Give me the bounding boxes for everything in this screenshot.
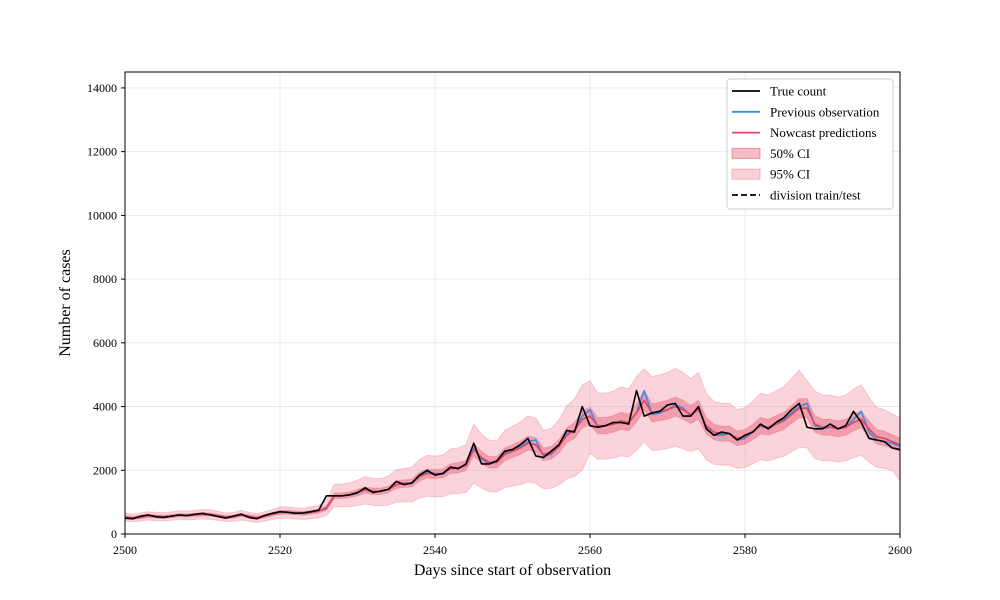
legend-label: Nowcast predictions [770, 125, 877, 140]
series-group [124, 389, 901, 520]
legend-label: True count [770, 84, 827, 99]
ticks: 2500 2520 2540 2560 2580 2600 0 2000 4000 6000 800… [87, 81, 912, 557]
y-tick-label: 8000 [93, 272, 117, 286]
y-tick-label: 12000 [87, 145, 117, 159]
x-tick-label: 2560 [578, 543, 602, 557]
y-tick-label: 10000 [87, 208, 117, 222]
legend-swatch-band [731, 147, 761, 159]
legend-entry: Previous observation [732, 104, 880, 119]
x-tick-label: 2520 [268, 543, 292, 557]
legend-entry: Nowcast predictions [732, 125, 877, 140]
plot-frame [124, 71, 901, 535]
y-tick-label: 0 [111, 527, 117, 541]
legend-entry: True count [732, 84, 827, 99]
y-axis-label: Number of cases [57, 249, 74, 357]
legend-swatch-band [731, 168, 761, 180]
legend-entry: division train/test [732, 188, 861, 203]
x-tick-label: 2500 [113, 543, 137, 557]
legend-label: 50% CI [770, 146, 810, 161]
legend: True count Previous observation Nowcast pr… [726, 78, 894, 210]
legend-box [726, 78, 894, 210]
y-tick-label: 2000 [93, 463, 117, 477]
legend-entry: 95% CI [731, 167, 810, 182]
x-tick-label: 2580 [733, 543, 757, 557]
legend-label: Previous observation [770, 104, 880, 119]
y-tick-label: 6000 [93, 336, 117, 350]
legend-label: 95% CI [770, 167, 810, 182]
x-tick-label: 2600 [888, 543, 912, 557]
legend-entry: 50% CI [731, 146, 810, 161]
y-tick-label: 14000 [87, 81, 117, 95]
legend-label: division train/test [770, 188, 861, 203]
x-tick-label: 2540 [423, 543, 447, 557]
true-count-line [124, 389, 901, 520]
y-tick-label: 4000 [93, 400, 117, 414]
x-axis-label: Days since start of observation [414, 562, 611, 579]
